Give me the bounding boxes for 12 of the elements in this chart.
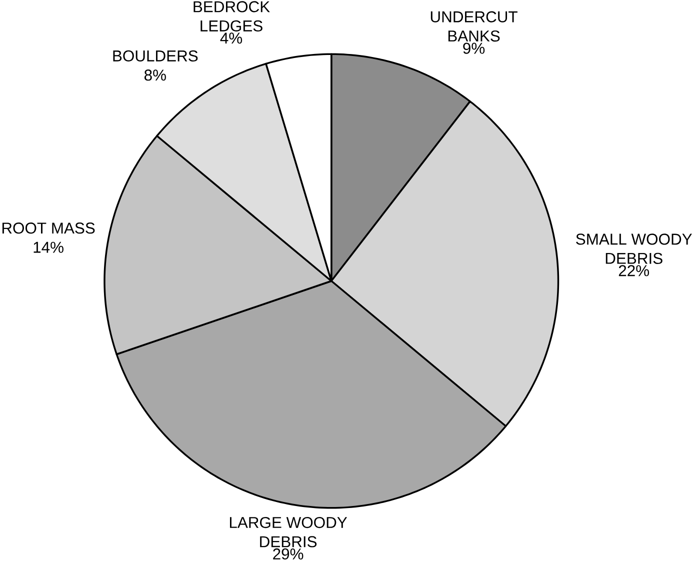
slice-label: LARGE WOODY DEBRIS xyxy=(230,517,348,548)
slice-label: BOULDERS xyxy=(113,50,198,62)
data-label: 4% xyxy=(220,32,242,44)
data-label: 8% xyxy=(144,70,166,81)
data-label: 22% xyxy=(618,265,650,276)
slice-label: SMALL WOODY DEBRIS xyxy=(576,234,692,264)
slice-label: BEDROCK LEDGES xyxy=(194,1,270,32)
data-label: 29% xyxy=(273,548,304,560)
slice-label: ROOT MASS xyxy=(2,222,95,234)
data-label: 14% xyxy=(34,242,64,253)
slice-label: UNDERCUT BANKS xyxy=(430,11,518,42)
data-label: 9% xyxy=(463,42,485,54)
